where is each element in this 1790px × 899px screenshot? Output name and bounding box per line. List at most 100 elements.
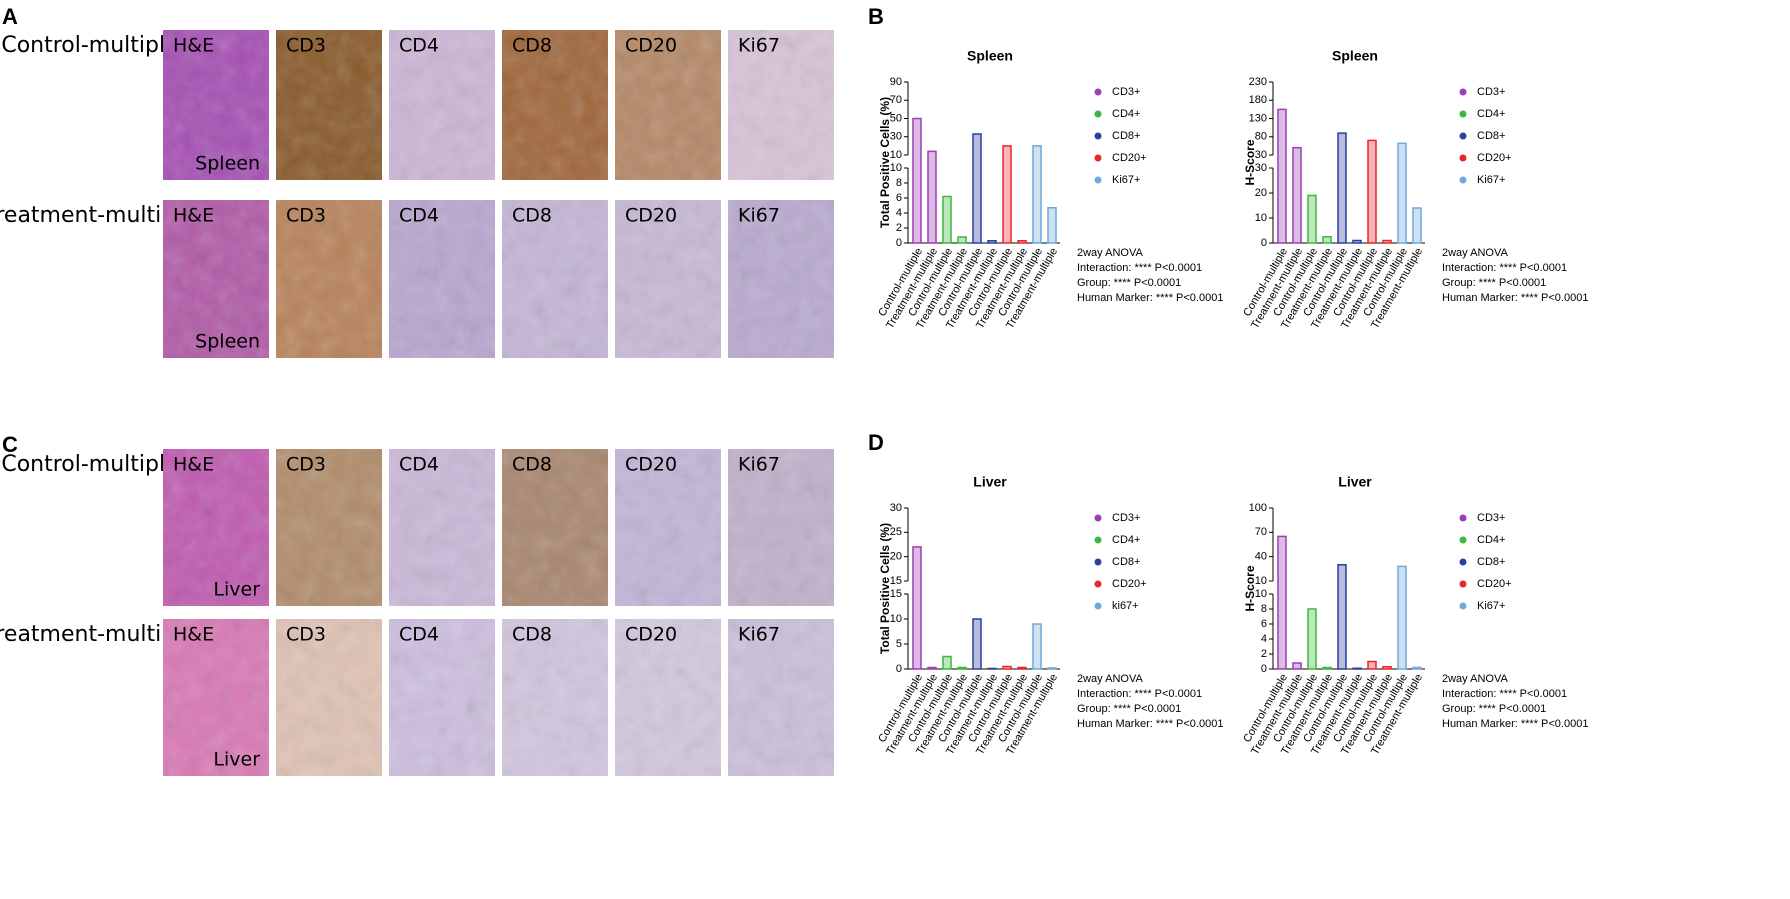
bar — [1032, 145, 1042, 244]
bar — [1397, 565, 1407, 670]
panel-letter: D — [868, 430, 884, 455]
micrograph-texture — [502, 619, 608, 776]
stain-label: Ki67 — [738, 454, 780, 476]
legend-label: CD3+ — [1112, 512, 1140, 524]
bar — [1322, 666, 1332, 670]
micrograph-texture — [728, 200, 834, 358]
legend-label: ki67+ — [1112, 600, 1139, 612]
bar — [1412, 666, 1422, 670]
bar — [1382, 239, 1392, 244]
bar — [1017, 240, 1027, 244]
y-tick-label: 70 — [1255, 526, 1267, 538]
legend-label: CD4+ — [1477, 108, 1505, 120]
y-tick-label: 80 — [1255, 131, 1267, 143]
y-tick-label: 130 — [1249, 112, 1267, 124]
stain-label: CD8 — [512, 624, 552, 646]
stat-annotation: Group: **** P<0.0001 — [1077, 703, 1181, 715]
stain-label: H&E — [173, 624, 214, 646]
row-label: Treatment-multiple — [0, 622, 195, 647]
y-tick-label: 10 — [1255, 588, 1267, 600]
micrograph-texture — [615, 619, 721, 776]
stat-annotation: Group: **** P<0.0001 — [1077, 277, 1181, 289]
bar — [1352, 667, 1362, 670]
y-tick-label: 15 — [890, 575, 902, 587]
bar — [987, 667, 997, 670]
legend-swatch — [1094, 132, 1102, 140]
tissue-label: Spleen — [195, 331, 260, 353]
y-tick-label: 40 — [1255, 551, 1267, 563]
stain-label: CD3 — [286, 624, 326, 646]
y-tick-label: 30 — [890, 131, 902, 143]
bar — [1047, 667, 1057, 670]
stat-annotation: Interaction: **** P<0.0001 — [1442, 688, 1567, 700]
stain-label: Ki67 — [738, 624, 780, 646]
y-tick-label: 5 — [896, 638, 902, 650]
bar — [972, 618, 982, 670]
micrograph-texture — [276, 449, 382, 606]
bar — [1017, 666, 1027, 670]
legend-swatch — [1459, 132, 1467, 140]
bar — [1337, 564, 1347, 670]
legend-label: CD20+ — [1112, 578, 1147, 590]
y-tick-label: 10 — [890, 162, 902, 174]
micrograph-texture — [502, 449, 608, 606]
chart-title: Liver — [1338, 474, 1372, 490]
legend-swatch — [1094, 88, 1102, 96]
stain-label: CD4 — [399, 35, 439, 57]
bar — [912, 546, 922, 670]
y-tick-label: 30 — [1255, 162, 1267, 174]
legend-label: Ki67+ — [1477, 174, 1505, 186]
tissue-label: Liver — [213, 749, 260, 771]
legend-label: CD4+ — [1477, 534, 1505, 546]
bar — [1352, 239, 1362, 244]
stat-annotation: 2way ANOVA — [1077, 673, 1143, 685]
bar — [1367, 660, 1377, 670]
legend-label: CD8+ — [1477, 556, 1505, 568]
micrograph-texture — [389, 200, 495, 358]
legend-label: CD8+ — [1477, 130, 1505, 142]
legend-label: CD3+ — [1477, 86, 1505, 98]
bar — [1292, 146, 1302, 244]
legend-swatch — [1094, 110, 1102, 118]
y-tick-label: 0 — [896, 237, 902, 249]
bar — [957, 666, 967, 670]
y-tick-label: 8 — [896, 177, 902, 189]
micrograph-texture — [163, 449, 269, 606]
micrograph-texture — [389, 449, 495, 606]
y-tick-label: 180 — [1249, 94, 1267, 106]
y-tick-label: 100 — [1249, 502, 1267, 514]
legend-swatch — [1459, 602, 1467, 610]
row-label: Control-multiple — [1, 33, 178, 58]
y-tick-label: 6 — [1261, 618, 1267, 630]
y-tick-label: 0 — [896, 663, 902, 675]
legend-swatch — [1459, 154, 1467, 162]
stain-label: CD20 — [625, 624, 677, 646]
y-tick-label: 0 — [1261, 663, 1267, 675]
stat-annotation: 2way ANOVA — [1442, 673, 1508, 685]
y-tick-label: 2 — [896, 222, 902, 234]
legend-label: CD8+ — [1112, 130, 1140, 142]
legend-swatch — [1459, 176, 1467, 184]
stat-annotation: Human Marker: **** P<0.0001 — [1077, 292, 1223, 304]
legend-swatch — [1459, 514, 1467, 522]
y-tick-label: 20 — [890, 551, 902, 563]
legend-label: CD4+ — [1112, 108, 1140, 120]
micrograph-texture — [615, 449, 721, 606]
bar — [927, 666, 937, 670]
y-tick-label: 15 — [890, 588, 902, 600]
bar — [1277, 108, 1287, 244]
y-axis-label: Total Positive Cells (%) — [878, 97, 892, 228]
bar — [1367, 139, 1377, 244]
stat-annotation: Group: **** P<0.0001 — [1442, 703, 1546, 715]
stat-annotation: Interaction: **** P<0.0001 — [1077, 688, 1202, 700]
legend-swatch — [1094, 536, 1102, 544]
row-label: Treatment-multiple — [0, 203, 195, 228]
micrograph-texture — [163, 200, 269, 358]
bar — [957, 236, 967, 244]
legend-swatch — [1459, 580, 1467, 588]
stain-label: CD4 — [399, 624, 439, 646]
y-tick-label: 10 — [890, 149, 902, 161]
micrograph-texture — [615, 30, 721, 180]
y-tick-label: 90 — [890, 76, 902, 88]
